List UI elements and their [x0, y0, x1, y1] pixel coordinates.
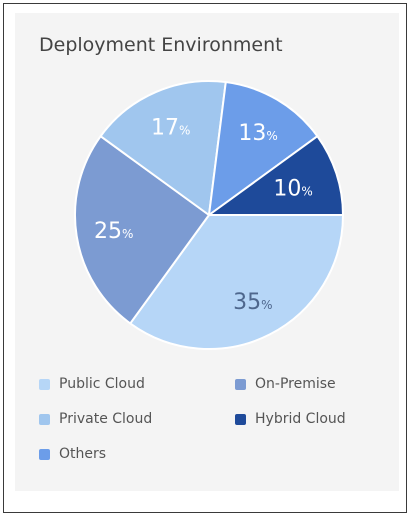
chart-title: Deployment Environment: [39, 34, 283, 56]
legend-swatch: [235, 413, 246, 425]
pie-label-hybrid-cloud: 10%: [273, 177, 312, 202]
pie-chart: 35% 25% 17% 13% 10%: [74, 80, 344, 350]
legend-swatch: [235, 378, 246, 390]
pie-slice-hybrid-cloud[interactable]: [208, 135, 344, 216]
legend-item-others[interactable]: Others: [39, 445, 106, 463]
legend-label: Public Cloud: [59, 376, 145, 392]
pie-label-public-cloud: 35%: [233, 290, 272, 315]
legend-swatch: [39, 448, 50, 460]
legend-label: Hybrid Cloud: [255, 411, 346, 427]
pie-label-others: 13%: [238, 121, 277, 146]
legend-swatch: [39, 378, 50, 390]
pie-slices: [74, 80, 344, 350]
pie-slice-on-premise[interactable]: [74, 135, 210, 325]
legend-label: On-Premise: [255, 376, 336, 392]
legend-item-on-premise[interactable]: On-Premise: [235, 375, 336, 393]
legend-item-private-cloud[interactable]: Private Cloud: [39, 410, 152, 428]
chart-legend: Public Cloud On-Premise Private Cloud Hybri…: [15, 13, 399, 491]
pie-label-on-premise: 25%: [94, 219, 133, 244]
pie-label-private-cloud: 17%: [151, 115, 190, 140]
pie-slice-others[interactable]: [208, 81, 319, 216]
legend-item-public-cloud[interactable]: Public Cloud: [39, 375, 145, 393]
pie-slice-private-cloud[interactable]: [99, 80, 227, 216]
legend-label: Private Cloud: [59, 411, 153, 427]
legend-label: Others: [59, 446, 107, 462]
chart-panel: Deployment Environment 35% 25% 17% 13% 10% P…: [15, 13, 399, 491]
legend-item-hybrid-cloud[interactable]: Hybrid Cloud: [235, 410, 346, 428]
legend-swatch: [39, 413, 50, 425]
chart-card: Deployment Environment 35% 25% 17% 13% 10% P…: [3, 3, 407, 513]
pie-slice-public-cloud[interactable]: [129, 214, 344, 350]
pie-slice-labels: 35% 25% 17% 13% 10%: [94, 115, 313, 315]
